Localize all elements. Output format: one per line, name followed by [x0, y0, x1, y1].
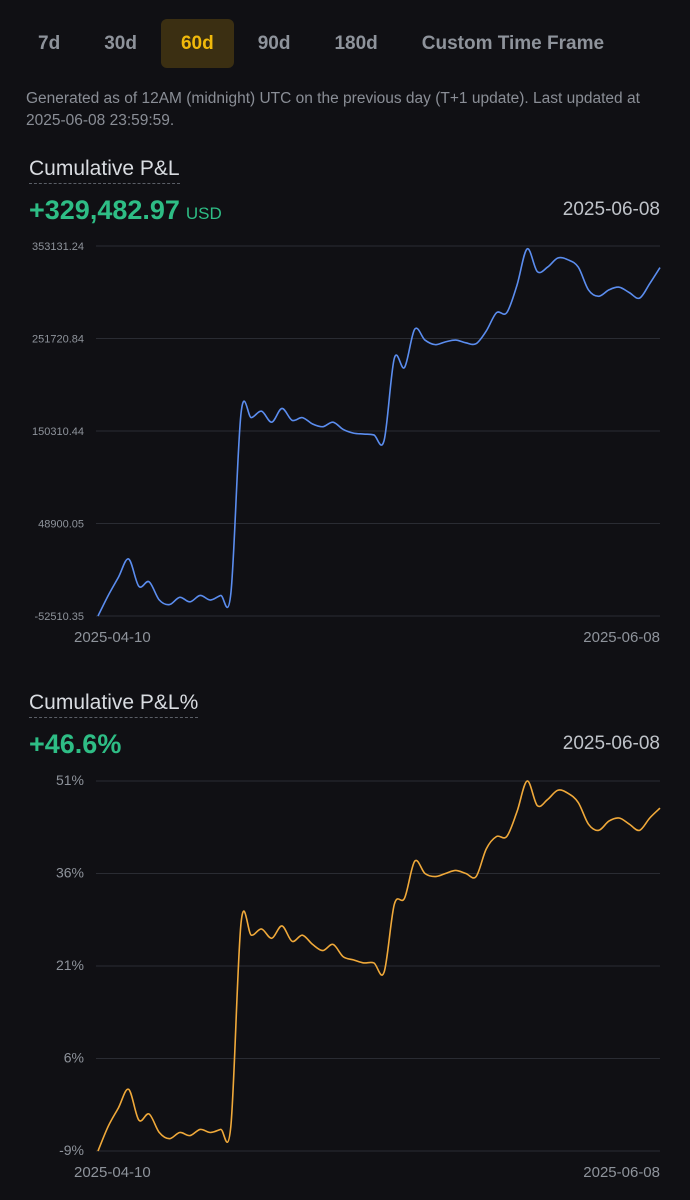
pnl-title[interactable]: Cumulative P&L	[29, 157, 180, 184]
pnl-pct-chart-x-end-label: 2025-06-08	[583, 1164, 660, 1181]
tab-90d[interactable]: 90d	[257, 32, 291, 54]
tab-custom-time-frame[interactable]: Custom Time Frame	[421, 32, 605, 54]
pnl-pct-chart-y-tick: -9%	[59, 1142, 84, 1158]
update-note: Generated as of 12AM (midnight) UTC on t…	[26, 90, 640, 129]
pnl-chart-y-tick: 251720.84	[32, 334, 84, 346]
timeframe-tabs: 7d 30d 60d 90d 180d Custom Time Frame	[18, 19, 628, 68]
pnl-value: +329,482.97 USD	[29, 195, 222, 226]
pnl-unit: USD	[185, 204, 222, 223]
pnl-chart-x-start-label: 2025-04-10	[74, 629, 151, 646]
pnl-pct-date: 2025-06-08	[562, 733, 660, 754]
pnl-pct-chart-y-tick: 21%	[56, 957, 84, 973]
pnl-pct-chart[interactable]: 51% 36% 21% 6% -9% 2025-04-10 2025-06-08	[0, 765, 690, 1185]
tab-7d[interactable]: 7d	[38, 32, 61, 54]
pnl-pct-chart-y-tick: 6%	[64, 1050, 84, 1066]
tab-30d[interactable]: 30d	[104, 32, 137, 54]
pnl-pct-value: +46.6%	[29, 729, 122, 759]
pnl-chart-y-tick: -52510.35	[34, 611, 84, 623]
pnl-chart-series-line	[97, 248, 661, 617]
pnl-pct-chart-y-tick: 36%	[56, 865, 84, 881]
pnl-chart-y-tick: 353131.24	[32, 241, 84, 253]
pnl-pct-title[interactable]: Cumulative P&L%	[29, 691, 199, 718]
pnl-pct-chart-x-start-label: 2025-04-10	[74, 1164, 151, 1181]
pnl-pct-chart-y-tick: 51%	[56, 772, 84, 788]
pnl-chart-x-end-label: 2025-06-08	[583, 629, 660, 646]
pnl-chart[interactable]: 353131.24 251720.84 150310.44 48900.05 -5251…	[0, 230, 690, 650]
pnl-amount: +329,482.97	[29, 195, 180, 225]
pnl-pct-chart-series-line	[97, 780, 661, 1152]
tab-180d[interactable]: 180d	[334, 32, 378, 54]
pnl-chart-y-tick: 150310.44	[32, 426, 84, 438]
tab-60d[interactable]: 60d	[160, 19, 234, 68]
pnl-chart-y-tick: 48900.05	[38, 519, 84, 531]
pnl-date: 2025-06-08	[562, 199, 660, 220]
